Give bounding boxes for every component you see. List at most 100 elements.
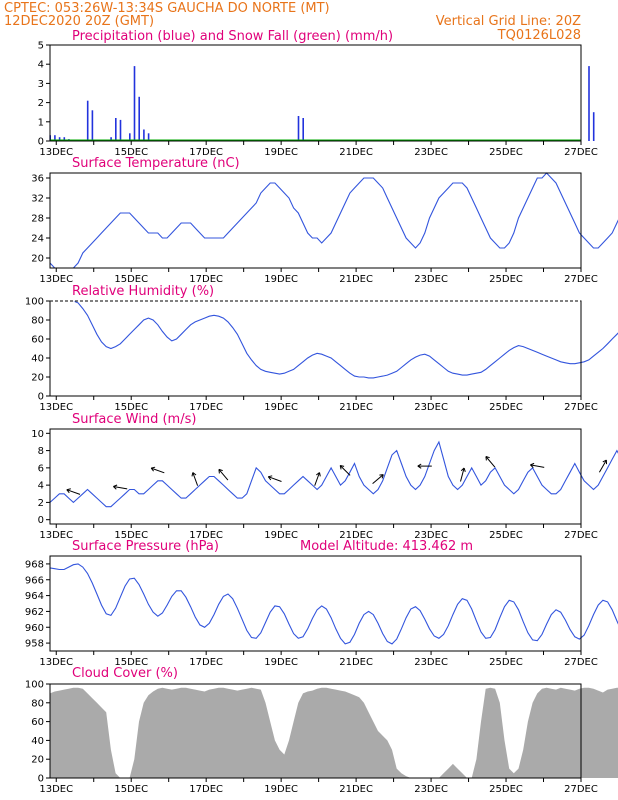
wind-arrow-shaft [151, 467, 165, 474]
precip-bar [302, 118, 304, 141]
wind-arrow [417, 463, 432, 469]
temperature-xtick-label: 21DEC [339, 274, 373, 285]
humidity-xtick-label: 23DEC [414, 402, 448, 413]
humidity-panel: 0 20 40 60 80 100 13DEC 15DEC 17DEC 19DEC 21DEC 23D… [25, 297, 618, 413]
cloud-xtick-label: 21DEC [339, 784, 373, 795]
cloud-xtick-label: 25DEC [489, 784, 523, 795]
precip-bar [147, 133, 150, 141]
cloud-frame [49, 683, 582, 779]
precip-panel: 0 1 2 3 4 5 13DEC 15DEC 17DEC 19DEC 21DEC 23DEC 25DE… [38, 41, 598, 159]
pressure-ytick-label: 960 [25, 623, 44, 634]
pressure-panel: 958 960 962 964 966 968 13DEC 15DEC 17DEC 19DEC 21… [25, 555, 618, 668]
temperature-ytick-label: 36 [31, 174, 44, 185]
wind-arrow-head [66, 489, 70, 494]
wind-arrow-head [66, 488, 71, 491]
cloud-xtick-label: 13DEC [39, 784, 73, 795]
precip-bar [91, 110, 94, 141]
temperature-panel: 20 24 28 32 36 13DEC 15DEC 17DEC 19DEC 21DEC 23DEC… [31, 172, 618, 285]
precip-bar [86, 100, 89, 141]
temperature-xtick-label: 25DEC [489, 274, 523, 285]
temperature-line [49, 172, 618, 269]
cloud-xtick-label: 15DEC [114, 784, 148, 795]
temperature-xtick-label: 19DEC [264, 274, 298, 285]
humidity-xtick-label: 17DEC [189, 402, 223, 413]
cloud-title: Cloud Cover (%) [72, 666, 178, 681]
precip-bar [138, 96, 140, 141]
humidity-line [50, 300, 618, 379]
pressure-xtick-label: 27DEC [564, 657, 598, 668]
pressure-line [49, 563, 618, 645]
precip-bar [63, 137, 66, 141]
temperature-xtick-label: 13DEC [39, 274, 73, 285]
wind-arrow-shaft [314, 472, 320, 486]
wind-arrow-head [192, 472, 197, 476]
wind-arrow [150, 466, 165, 474]
precip-bar [588, 66, 590, 141]
temperature-xtick-label: 27DEC [564, 274, 598, 285]
wind-arrow [339, 465, 351, 476]
humidity-ytick-label: 0 [38, 392, 44, 403]
temperature-xtick-label: 17DEC [189, 274, 223, 285]
wind-xtick-label: 25DEC [489, 530, 523, 541]
wind-xtick-label: 17DEC [189, 530, 223, 541]
wind-arrow-head [218, 469, 220, 474]
humidity-ytick-label: 100 [25, 297, 44, 308]
wind-ytick-label: 0 [38, 515, 44, 526]
wind-xtick-label: 23DEC [414, 530, 448, 541]
wind-arrow-head [417, 463, 422, 467]
wind-arrow-head [267, 476, 272, 481]
wind-arrow-head [485, 456, 490, 459]
precip-bar [110, 137, 112, 141]
precip-bar [129, 133, 131, 141]
precip-ytick-label: 2 [38, 98, 44, 109]
wind-arrow-head [485, 456, 487, 461]
humidity-xtick-label: 13DEC [39, 402, 73, 413]
precip-xtick-label: 15DEC [114, 147, 148, 158]
wind-arrow-shaft [460, 467, 465, 482]
wind-arrow [372, 474, 384, 484]
cloud-ytick-label: 40 [31, 736, 44, 747]
pressure-xtick-label: 17DEC [189, 657, 223, 668]
wind-xtick-label: 19DEC [264, 530, 298, 541]
humidity-ytick-label: 80 [31, 316, 44, 327]
wind-arrow-head [379, 474, 384, 476]
wind-arrow-head [319, 472, 321, 477]
wind-arrow-head [151, 466, 156, 469]
wind-arrow-head [150, 467, 154, 472]
wind-arrow-shaft [598, 459, 607, 473]
temperature-xtick-label: 15DEC [114, 274, 148, 285]
cloud-ytick-label: 20 [31, 755, 44, 766]
wind-arrow-head [339, 465, 342, 470]
precip-bar [143, 129, 145, 141]
wind-line [49, 440, 618, 508]
wind-arrow [598, 459, 607, 473]
wind-arrow [267, 475, 282, 482]
precip-xtick-label: 19DEC [264, 147, 298, 158]
wind-arrow-head [218, 468, 223, 472]
wind-frame [49, 428, 582, 525]
wind-arrow-shaft [218, 469, 229, 481]
humidity-ytick-label: 40 [31, 354, 44, 365]
wind-ytick-label: 8 [38, 446, 44, 457]
wind-arrow [485, 456, 496, 468]
humidity-xtick-label: 19DEC [264, 402, 298, 413]
wind-arrow-head [460, 467, 465, 472]
precip-xtick-label: 25DEC [489, 147, 523, 158]
wind-arrow-head [113, 484, 118, 487]
humidity-frame [49, 300, 582, 397]
wind-arrow-shaft [485, 456, 496, 468]
cloud-xtick-label: 19DEC [264, 784, 298, 795]
humidity-xtick-label: 25DEC [489, 402, 523, 413]
model-altitude: Model Altitude: 413.462 m [300, 539, 473, 554]
temperature-frame [49, 172, 582, 269]
wind-arrow-head [315, 472, 320, 476]
temperature-title: Surface Temperature (nC) [72, 156, 240, 171]
header-vertical-grid: Vertical Grid Line: 20Z [436, 14, 581, 29]
pressure-ytick-label: 958 [25, 639, 44, 650]
wind-arrow-shaft [530, 464, 545, 468]
pressure-frame [49, 555, 582, 652]
wind-xtick-label: 27DEC [564, 530, 598, 541]
header-station: CPTEC: 053:26W-13:34S GAUCHA DO NORTE (M… [4, 1, 330, 16]
temperature-ytick-label: 28 [31, 214, 44, 225]
